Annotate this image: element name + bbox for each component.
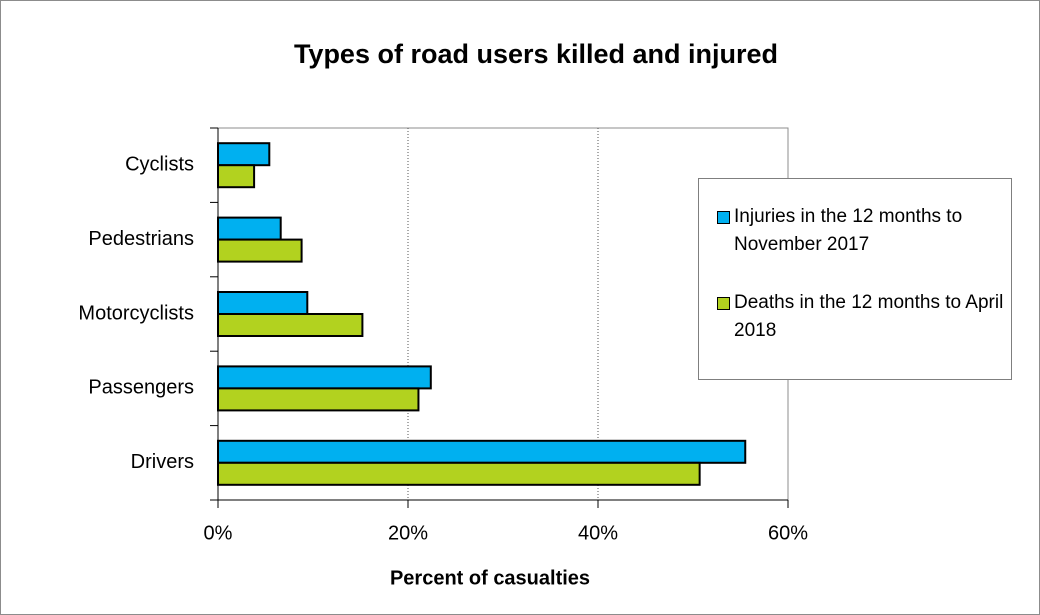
bar bbox=[217, 164, 256, 189]
x-axis-title: Percent of casualties bbox=[390, 567, 590, 589]
bar bbox=[217, 461, 701, 486]
legend-label: Injuries in the 12 months to November 20… bbox=[734, 206, 963, 255]
y-tick-label: Cyclists bbox=[125, 153, 194, 175]
y-tick-label: Motorcyclists bbox=[78, 302, 194, 324]
x-tick-label: 60% bbox=[768, 522, 808, 544]
bar bbox=[217, 238, 303, 263]
bar bbox=[217, 313, 364, 337]
bar bbox=[217, 216, 282, 241]
legend: Injuries in the 12 months to November 20… bbox=[698, 178, 1012, 380]
x-tick-label: 0% bbox=[204, 522, 233, 544]
bar bbox=[217, 291, 309, 315]
y-tick-label: Pedestrians bbox=[88, 228, 194, 250]
bar bbox=[217, 365, 432, 390]
legend-label: Deaths in the 12 months to April 2018 bbox=[734, 292, 1004, 341]
bar bbox=[217, 142, 271, 167]
x-tick-label: 20% bbox=[388, 522, 428, 544]
y-tick-label: Drivers bbox=[131, 451, 194, 473]
legend-entry: Deaths in the 12 months to April 2018 bbox=[717, 289, 1011, 345]
x-tick-label: 40% bbox=[578, 522, 618, 544]
y-tick-label: Passengers bbox=[88, 377, 194, 399]
legend-swatch bbox=[717, 211, 730, 224]
legend-swatch bbox=[717, 297, 730, 310]
bar bbox=[217, 439, 747, 464]
chart-title: Types of road users killed and injured bbox=[294, 39, 778, 69]
legend-entry: Injuries in the 12 months to November 20… bbox=[717, 203, 1011, 259]
bar bbox=[217, 387, 420, 412]
